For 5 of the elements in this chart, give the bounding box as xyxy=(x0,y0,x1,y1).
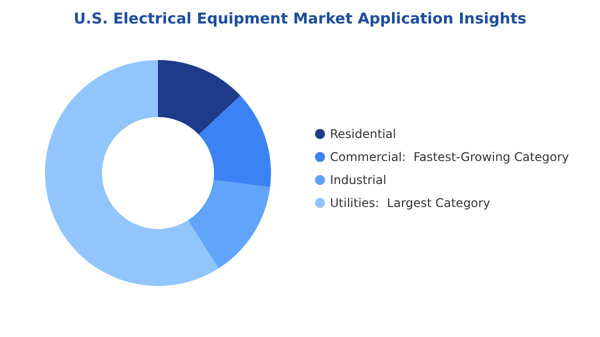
legend-label: Residential xyxy=(330,127,396,141)
legend-label: Commercial: Fastest-Growing Category xyxy=(330,150,569,164)
chart-title: U.S. Electrical Equipment Market Application Insights xyxy=(74,10,527,28)
legend-label: Utilities: Largest Category xyxy=(330,196,490,210)
legend-label: Industrial xyxy=(330,173,386,187)
